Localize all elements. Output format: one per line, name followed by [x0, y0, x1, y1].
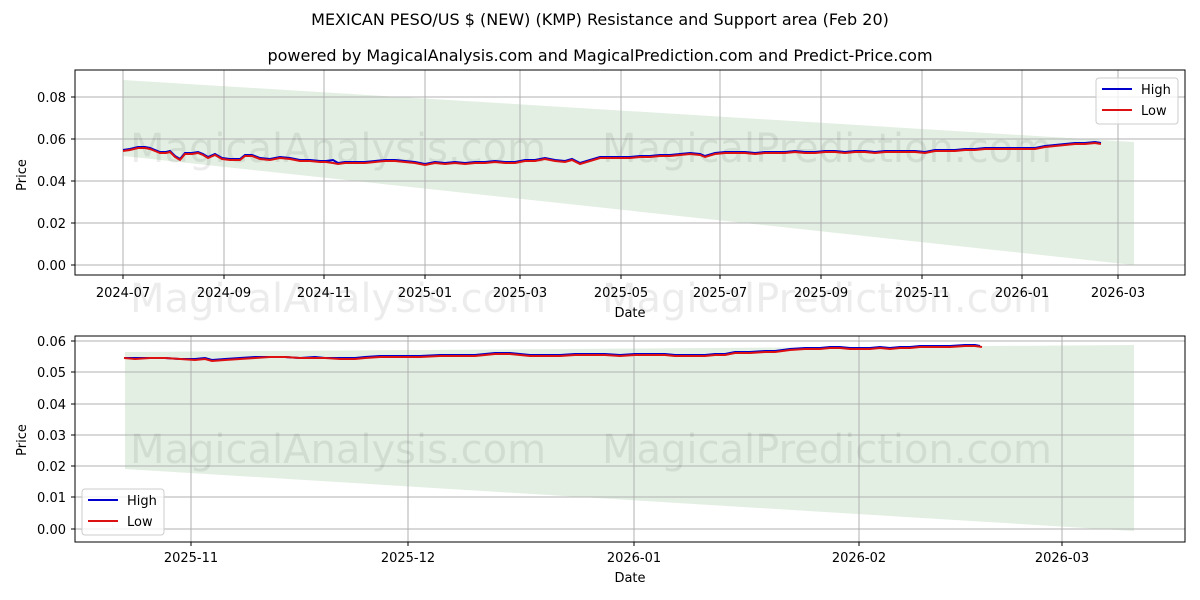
y-tick-label: 0.08: [37, 91, 66, 106]
x-tick-label: 2026-02: [832, 551, 886, 566]
x-tick-label: 2024-07: [96, 286, 150, 301]
x-tick-label: 2026-03: [1091, 286, 1145, 301]
support-resistance-band: [125, 345, 1134, 531]
top-y-axis: [71, 96, 75, 266]
chart-title: MEXICAN PESO/US $ (NEW) (KMP) Resistance…: [311, 10, 889, 29]
watermark-right-lower: MagicalPrediction.com: [602, 276, 1052, 322]
y-axis-label: Price: [15, 424, 30, 456]
top-plot-frame: [74, 69, 1186, 276]
watermark-right: MagicalPrediction.com: [602, 427, 1052, 473]
watermark-left-lower: MagicalAnalysis.com: [130, 276, 546, 322]
legend-low-label: Low: [1141, 104, 1167, 119]
x-tick-label: 2025-03: [493, 286, 547, 301]
watermark-left: MagicalAnalysis.com: [130, 427, 546, 473]
top-chart: MagicalAnalysis.com MagicalPrediction.co…: [15, 69, 1186, 322]
bottom-chart: MagicalAnalysis.com MagicalPrediction.co…: [15, 335, 1186, 586]
y-tick-label: 0.01: [37, 491, 66, 506]
x-tick-label: 2026-03: [1035, 551, 1089, 566]
legend-low-label: Low: [127, 515, 153, 530]
bottom-legend: High Low: [81, 488, 165, 536]
y-tick-label: 0.05: [37, 366, 66, 381]
x-tick-label: 2026-01: [607, 551, 661, 566]
x-tick-label: 2025-09: [794, 286, 848, 301]
y-tick-label: 0.04: [37, 398, 66, 413]
x-tick-label: 2025-12: [381, 551, 435, 566]
low-line: [123, 345, 983, 363]
x-axis-label: Date: [614, 306, 645, 321]
legend-high-label: High: [127, 494, 157, 509]
y-tick-label: 0.06: [37, 335, 66, 350]
x-tick-label: 2025-01: [398, 286, 452, 301]
bottom-grid: [75, 336, 1185, 542]
support-resistance-band: [123, 80, 1134, 265]
y-tick-label: 0.03: [37, 429, 66, 444]
bottom-x-axis: [190, 542, 1063, 546]
x-tick-label: 2024-11: [297, 286, 351, 301]
legend-high-label: High: [1141, 83, 1171, 98]
x-tick-label: 2025-11: [164, 551, 218, 566]
y-axis-label: Price: [15, 159, 30, 191]
x-tick-label: 2025-05: [594, 286, 648, 301]
bottom-y-axis: [71, 340, 75, 530]
x-axis-label: Date: [614, 571, 645, 586]
chart-subtitle: powered by MagicalAnalysis.com and Magic…: [267, 46, 933, 65]
x-tick-label: 2025-11: [895, 286, 949, 301]
y-tick-label: 0.02: [37, 217, 66, 232]
y-tick-label: 0.00: [37, 523, 66, 538]
y-tick-label: 0.06: [37, 133, 66, 148]
watermark-left: MagicalAnalysis.com: [130, 126, 546, 172]
y-tick-label: 0.02: [37, 460, 66, 475]
top-grid: [75, 70, 1185, 275]
top-x-axis: [122, 275, 1119, 279]
x-tick-label: 2025-07: [693, 286, 747, 301]
low-line: [122, 141, 1102, 167]
bottom-plot-frame: [74, 335, 1186, 543]
x-tick-label: 2026-01: [995, 286, 1049, 301]
top-legend: High Low: [1095, 77, 1179, 125]
y-tick-label: 0.00: [37, 259, 66, 274]
x-tick-label: 2024-09: [197, 286, 251, 301]
y-tick-label: 0.04: [37, 175, 66, 190]
